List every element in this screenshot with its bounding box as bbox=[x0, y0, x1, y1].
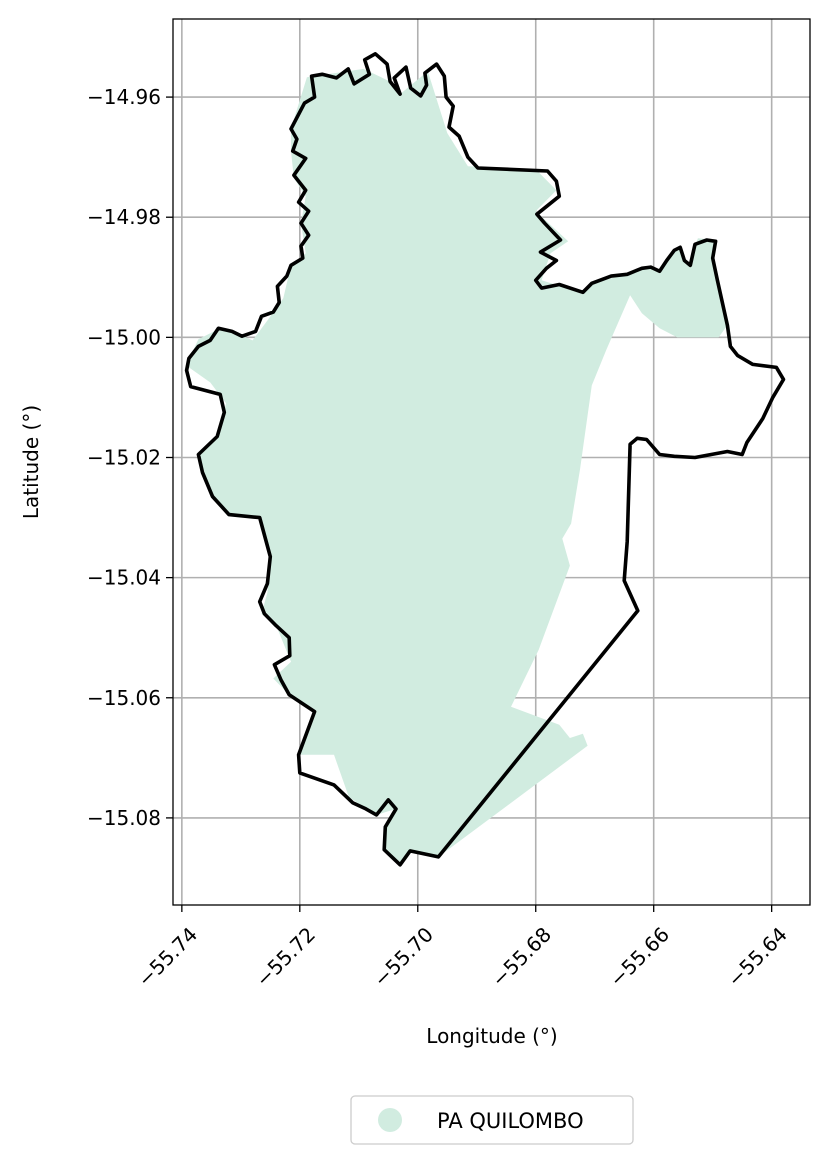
y-tick-label: −15.02 bbox=[87, 445, 161, 469]
legend: PA QUILOMBO bbox=[350, 1095, 634, 1145]
map-layers bbox=[184, 52, 786, 867]
y-axis-title: Latitude (°) bbox=[19, 405, 43, 519]
x-axis-title: Longitude (°) bbox=[426, 1024, 557, 1048]
y-axis: −14.96 −14.98 −15.00 −15.02 −15.04 −15.06 −15.… bbox=[87, 85, 173, 830]
y-tick-label: −15.00 bbox=[87, 325, 161, 349]
y-tick-label: −15.04 bbox=[87, 566, 161, 590]
legend-box bbox=[350, 1095, 634, 1145]
legend-label: PA QUILOMBO bbox=[437, 1109, 584, 1133]
y-tick-label: −14.96 bbox=[87, 85, 161, 109]
plot-frame bbox=[172, 18, 811, 906]
legend-marker bbox=[378, 1108, 402, 1132]
y-tick-label: −14.98 bbox=[87, 205, 161, 229]
municipality-boundary bbox=[184, 52, 786, 867]
settlement-area-polygon bbox=[188, 68, 728, 865]
y-tick-label: −15.06 bbox=[87, 686, 161, 710]
y-tick-label: −15.08 bbox=[87, 806, 161, 830]
